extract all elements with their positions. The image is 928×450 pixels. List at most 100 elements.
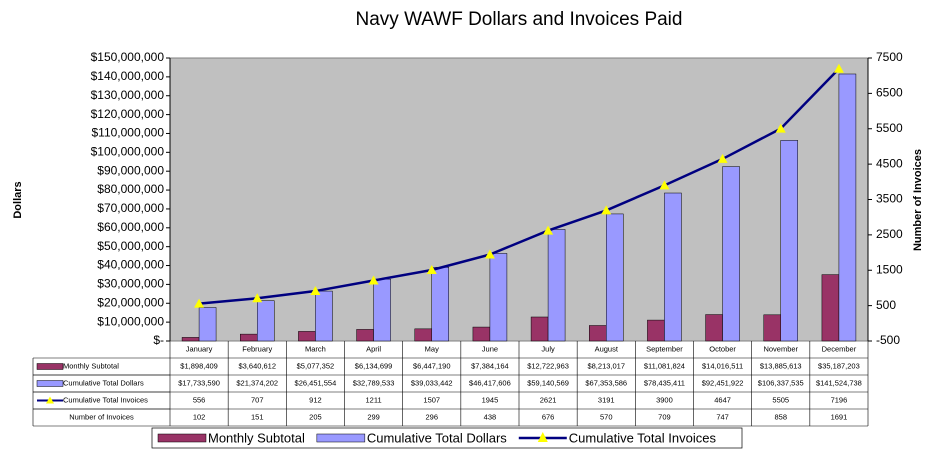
y-tick-label: $30,000,000	[97, 277, 164, 291]
table-cell: 1507	[423, 395, 440, 404]
bar	[431, 267, 449, 342]
bar	[664, 192, 682, 342]
table-row-label: Number of Invoices	[69, 412, 134, 421]
marker	[252, 293, 263, 303]
y-tick-label: $20,000,000	[97, 295, 164, 309]
y-tick-label: $10,000,000	[97, 314, 164, 328]
y-tick-label: $50,000,000	[97, 239, 164, 253]
table-cell: 438	[484, 412, 497, 421]
bar	[257, 300, 275, 342]
table-cell: 912	[309, 395, 322, 404]
x-tick-label: November	[763, 344, 798, 353]
x-tick-label: May	[425, 344, 439, 353]
bar	[589, 325, 607, 342]
y-tick-label: $120,000,000	[91, 107, 165, 121]
y-tick-label: $90,000,000	[97, 163, 164, 177]
bar	[606, 213, 624, 342]
y-tick-label: $100,000,000	[91, 145, 165, 159]
table-cell: $59,140,569	[527, 378, 569, 387]
legend-key	[537, 432, 548, 442]
x-tick-label: February	[242, 344, 272, 353]
table-cell: $67,353,586	[585, 378, 627, 387]
table-cell: 5505	[772, 395, 789, 404]
y-tick-label: $140,000,000	[91, 69, 165, 83]
table-cell: $7,384,164	[471, 361, 509, 370]
table-cell: 858	[774, 412, 787, 421]
table-cell: $35,187,203	[818, 361, 860, 370]
table-cell: $32,789,533	[353, 378, 395, 387]
legend-label: Cumulative Total Invoices	[569, 430, 717, 445]
table-cell: 1945	[482, 395, 499, 404]
table-cell: $78,435,411	[644, 378, 685, 387]
y2-axis-label: Number of Invoices	[912, 149, 924, 251]
y-tick-label: $40,000,000	[97, 258, 164, 272]
table-cell: 151	[251, 412, 264, 421]
y2-tick-label: 1500	[876, 262, 903, 276]
table-cell: 102	[193, 412, 206, 421]
table-cell: $1,898,409	[180, 361, 218, 370]
y2-tick-label: 500	[876, 298, 896, 312]
table-cell: 1691	[831, 412, 848, 421]
bar	[838, 73, 857, 342]
marker	[426, 265, 437, 275]
x-tick-label: June	[482, 344, 498, 353]
bar	[780, 140, 798, 342]
table-key	[36, 380, 64, 387]
bar	[181, 337, 200, 342]
x-tick-label: April	[366, 344, 381, 353]
bar	[530, 316, 549, 342]
table-cell: 556	[193, 395, 206, 404]
y2-tick-label: 3500	[876, 192, 903, 206]
legend	[151, 427, 743, 449]
table-cell: 707	[251, 395, 264, 404]
table-key	[46, 396, 54, 404]
table-cell: $39,033,442	[411, 378, 453, 387]
bar	[356, 329, 374, 342]
table-cell: $13,885,613	[760, 361, 802, 370]
bar	[722, 166, 740, 342]
bar	[547, 229, 566, 342]
x-tick-label: July	[541, 344, 555, 353]
y-tick-label: $110,000,000	[91, 126, 164, 140]
y2-tick-label: -500	[876, 333, 900, 347]
legend-label: Monthly Subtotal	[208, 430, 305, 445]
table-cell: $6,447,190	[413, 361, 451, 370]
x-tick-label: January	[186, 344, 213, 353]
legend-label: Cumulative Total Dollars	[367, 430, 507, 445]
plot-area	[169, 57, 869, 342]
table-cell: 296	[425, 412, 438, 421]
y2-tick-label: 2500	[876, 227, 903, 241]
table-cell: $26,451,554	[295, 378, 337, 387]
table-cell: 676	[542, 412, 555, 421]
table-cell: $106,337,535	[758, 378, 804, 387]
y-tick-label: $-	[153, 333, 164, 347]
table-row-label: Cumulative Total Invoices	[63, 395, 148, 404]
bar	[489, 253, 508, 342]
table-row-label: Monthly Subtotal	[63, 361, 119, 370]
marker	[368, 275, 379, 285]
line	[198, 67, 840, 305]
bar	[240, 333, 258, 342]
x-tick-label: October	[709, 344, 736, 353]
bar	[373, 278, 391, 342]
bar	[472, 326, 491, 342]
legend-key	[316, 433, 366, 443]
marker	[310, 286, 321, 296]
y-tick-label: $60,000,000	[97, 220, 164, 234]
table-cell: 4647	[714, 395, 731, 404]
table-cell: $141,524,738	[816, 378, 862, 387]
table-cell: 3900	[656, 395, 673, 404]
y-tick-label: $70,000,000	[97, 201, 164, 215]
table-cell: $8,213,017	[587, 361, 625, 370]
bar	[647, 319, 665, 342]
marker	[601, 205, 612, 215]
table-cell: 2621	[540, 395, 557, 404]
y2-tick-label: 6500	[876, 86, 903, 100]
legend-key	[157, 433, 207, 443]
table-cell: 7196	[831, 395, 848, 404]
y2-tick-label: 4500	[876, 156, 903, 170]
y-axis-label: Dollars	[12, 181, 24, 218]
marker	[543, 225, 554, 235]
marker	[659, 180, 670, 190]
x-tick-label: December	[822, 344, 857, 353]
